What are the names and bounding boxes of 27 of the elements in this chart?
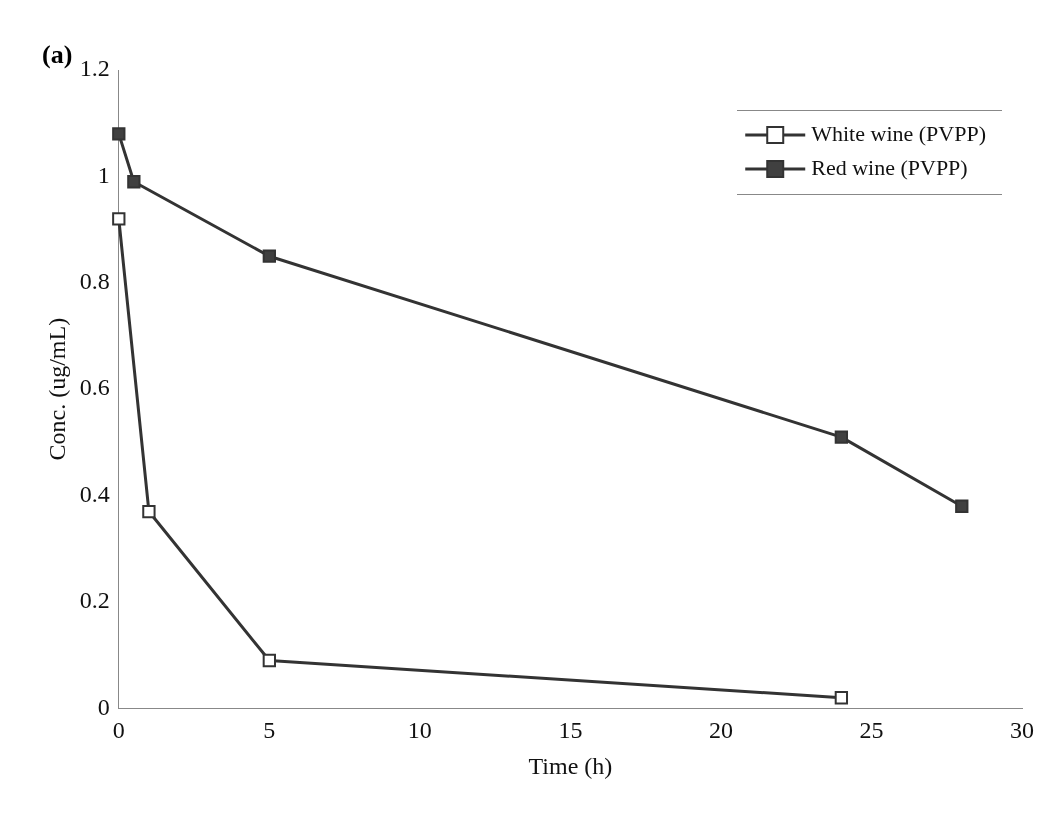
x-tick-label: 30 — [1010, 717, 1034, 744]
y-tick-label: 1 — [97, 161, 110, 188]
text: (a) — [42, 40, 73, 70]
point — [142, 504, 156, 519]
point — [112, 127, 126, 141]
point — [955, 499, 969, 513]
x-tick-label: 10 — [407, 717, 432, 744]
point — [127, 175, 141, 189]
point — [262, 249, 276, 263]
y-tick-label: 0.2 — [79, 587, 110, 614]
point — [112, 212, 126, 226]
point — [834, 430, 849, 444]
point — [262, 653, 276, 668]
y-axis-title: Conc. (ug/mL) — [43, 317, 70, 461]
point — [834, 691, 849, 705]
x-axis-title: Time (h) — [528, 752, 613, 779]
y-tick-label: 0.6 — [79, 374, 110, 401]
y-tick-label: 0 — [97, 693, 110, 720]
y-tick-label: 0.4 — [79, 480, 110, 507]
x-tick-label: 25 — [859, 717, 884, 744]
y-tick-label: 1.2 — [79, 55, 110, 82]
y-tick-label: 0.8 — [79, 268, 110, 295]
legend-label: White wine (PVPP) — [811, 120, 986, 146]
x-tick-label: 15 — [558, 717, 583, 744]
x-tick-label: 20 — [708, 717, 733, 744]
x-tick-label: 5 — [263, 717, 276, 744]
legend-label: Red wine (PVPP) — [811, 154, 968, 180]
